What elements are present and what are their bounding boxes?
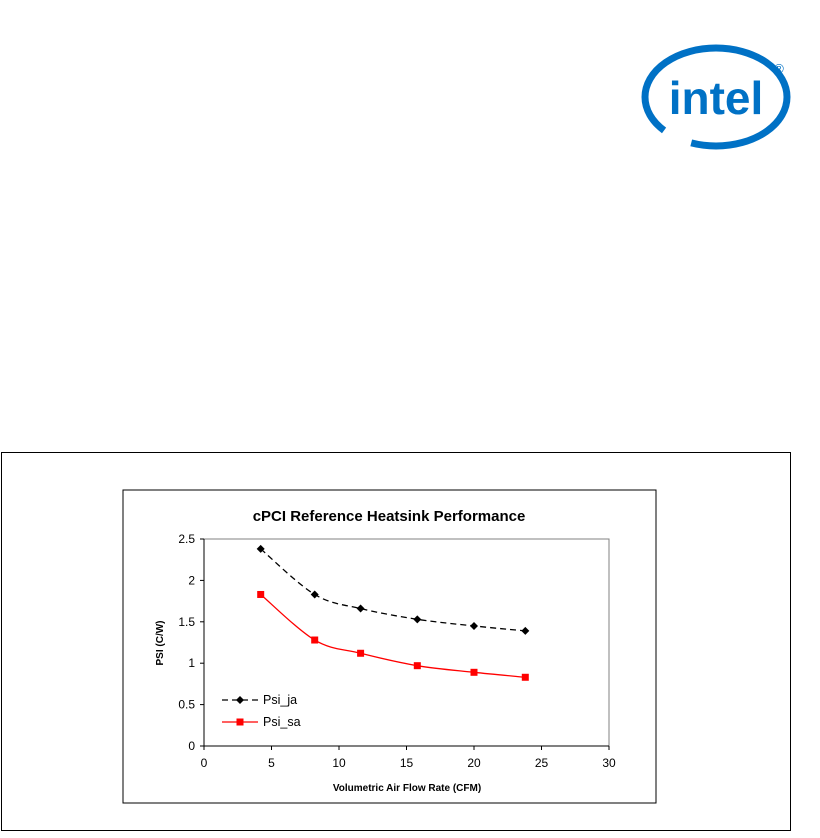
intel-logo-wordmark: intel — [669, 72, 764, 124]
data-point-psi-sa — [311, 636, 319, 644]
y-tick-label: 2.5 — [178, 532, 195, 546]
chart-title: cPCI Reference Heatsink Performance — [253, 508, 526, 525]
figure-frame: cPCI Reference Heatsink Performance 0 0.5… — [1, 452, 791, 831]
data-point-psi-ja — [256, 544, 265, 553]
x-tick-label: 25 — [535, 756, 549, 770]
y-axis-title: PSI (C/W) — [155, 621, 166, 666]
data-point-psi-sa — [470, 668, 478, 676]
x-axis-title: Volumetric Air Flow Rate (CFM) — [333, 783, 481, 794]
series-layer — [256, 544, 530, 681]
legend-label-psi-ja: Psi_ja — [263, 693, 297, 707]
data-point-psi-sa — [413, 662, 421, 670]
y-tick-label: 2 — [188, 573, 195, 587]
chart: cPCI Reference Heatsink Performance 0 0.5… — [122, 489, 657, 804]
x-tick-label: 10 — [332, 756, 346, 770]
y-tick-label: 0.5 — [178, 698, 195, 712]
legend-label-psi-sa: Psi_sa — [263, 715, 301, 729]
legend: Psi_ja Psi_sa — [222, 693, 301, 729]
series-line-psi-ja — [260, 548, 526, 632]
data-point-psi-sa — [257, 590, 265, 598]
x-tick-label: 0 — [201, 756, 208, 770]
data-point-psi-sa — [357, 649, 365, 657]
x-tick-label: 5 — [268, 756, 275, 770]
axes: 0 0.5 1 1.5 2 2.5 0 5 10 15 20 25 30 — [178, 532, 616, 770]
y-tick-label: 0 — [188, 739, 195, 753]
x-tick-label: 30 — [602, 756, 616, 770]
legend-marker-psi-sa — [236, 718, 244, 726]
series-line-psi-sa — [260, 593, 526, 678]
y-tick-label: 1.5 — [178, 615, 195, 629]
intel-logo-registered-mark: ® — [774, 61, 784, 76]
data-point-psi-ja — [470, 621, 478, 630]
data-point-psi-sa — [521, 673, 529, 681]
data-point-psi-ja — [356, 604, 365, 613]
x-tick-label: 20 — [467, 756, 481, 770]
y-tick-label: 1 — [188, 656, 195, 670]
data-point-psi-ja — [521, 626, 530, 635]
legend-marker-psi-ja — [236, 696, 244, 704]
data-point-psi-ja — [310, 590, 319, 599]
x-tick-label: 15 — [400, 756, 414, 770]
data-point-psi-ja — [413, 615, 422, 624]
intel-logo-swoosh — [641, 44, 791, 150]
intel-logo: intel ® — [641, 44, 791, 150]
chart-area — [122, 489, 657, 804]
